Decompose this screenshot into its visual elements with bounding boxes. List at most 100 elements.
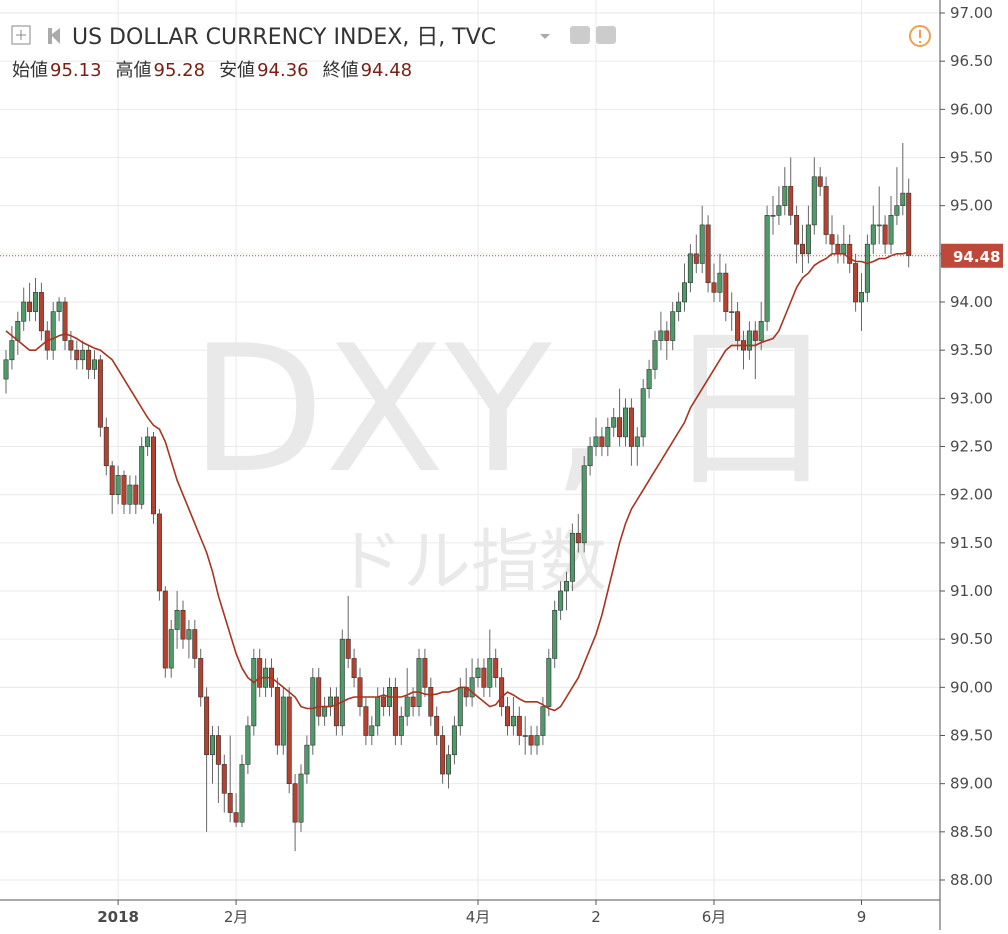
candle-body <box>894 205 900 216</box>
candle-body <box>611 417 617 428</box>
settings-icon[interactable] <box>596 26 616 44</box>
y-tick-label: 92.50 <box>950 438 993 456</box>
candle-body <box>392 687 398 736</box>
candle-body <box>599 436 605 447</box>
candle-body <box>451 725 457 756</box>
candle-body <box>357 677 363 707</box>
candle-body <box>705 224 711 284</box>
watermark-sub: ドル指数 <box>335 523 607 602</box>
candle-body <box>92 359 98 370</box>
candle-body <box>298 773 304 823</box>
candle-body <box>151 436 157 515</box>
dropdown-arrow[interactable] <box>540 34 550 39</box>
candle-body <box>870 224 876 245</box>
candle-body <box>97 359 103 428</box>
eye-icon[interactable] <box>570 26 590 44</box>
candle-body <box>3 359 9 380</box>
candle-body <box>906 192 912 257</box>
candle-body <box>56 301 62 312</box>
candle-body <box>481 667 487 688</box>
candle-body <box>74 349 80 361</box>
candle-body <box>652 340 658 370</box>
candle-body <box>681 282 687 303</box>
candle-body <box>493 658 499 679</box>
candle-body <box>174 609 180 630</box>
candle-body <box>286 696 292 784</box>
alert-icon[interactable] <box>909 25 931 47</box>
moving-average <box>5 251 909 712</box>
y-tick-label: 97.00 <box>950 4 993 22</box>
candle-body <box>327 696 333 707</box>
candle-body <box>251 658 257 727</box>
candle-body <box>782 186 788 206</box>
candle-body <box>322 706 328 717</box>
candle-body <box>817 176 823 187</box>
y-tick-label: 88.00 <box>950 871 993 889</box>
candle-body <box>139 446 145 505</box>
x-tick-label: 2 <box>591 908 601 926</box>
y-tick-label: 95.00 <box>950 197 993 215</box>
candle-body <box>770 215 776 217</box>
candle-body <box>658 330 664 341</box>
last-price-tag <box>941 243 1003 268</box>
candle-body <box>670 311 676 341</box>
y-tick-label: 91.00 <box>950 582 993 600</box>
last-price-label: 94.48 <box>953 248 1000 266</box>
candle-body <box>434 715 440 736</box>
candle-body <box>888 215 894 245</box>
candle-body <box>622 407 628 438</box>
candle-body <box>646 369 652 389</box>
candle-body <box>210 735 216 756</box>
x-tick-label: 2018 <box>97 908 139 926</box>
candle-body <box>21 301 27 322</box>
candle-body <box>221 764 227 794</box>
candle-body <box>605 426 611 447</box>
candle-body <box>534 735 540 746</box>
candle-body <box>758 320 764 341</box>
candle-body <box>487 658 493 688</box>
candle-body <box>811 176 817 226</box>
candle-body <box>628 407 634 447</box>
candle-body <box>699 224 705 264</box>
y-tick-label: 89.00 <box>950 775 993 793</box>
candle-body <box>558 590 564 611</box>
x-tick-label: 9 <box>857 908 867 926</box>
x-tick-label: 6月 <box>702 908 727 926</box>
candle-body <box>563 581 569 592</box>
candle-body <box>723 272 729 312</box>
candle-body <box>145 436 151 447</box>
y-tick-label: 95.50 <box>950 149 993 167</box>
candle-body <box>876 224 882 227</box>
candle-body <box>799 243 805 255</box>
candle-body <box>162 590 168 669</box>
candle-body <box>50 311 56 351</box>
candle-body <box>156 513 162 592</box>
candle-body <box>274 687 280 746</box>
candle-body <box>422 658 428 688</box>
candle-body <box>546 658 552 707</box>
candle-body <box>823 186 829 235</box>
candle-body <box>504 706 510 727</box>
candle-body <box>351 658 357 679</box>
candle-body <box>292 783 298 823</box>
expand-icon-plus <box>16 30 26 40</box>
candle-body <box>575 532 581 544</box>
ohlc-value: 95.13 <box>50 60 102 81</box>
candle-body <box>475 667 481 678</box>
candle-body <box>416 658 422 707</box>
candle-body <box>776 205 782 216</box>
candle-body <box>664 330 670 341</box>
y-tick-label: 93.50 <box>950 341 993 359</box>
candle-body <box>375 696 381 727</box>
expand-icon[interactable] <box>11 25 31 45</box>
candle-body <box>257 658 263 688</box>
y-tick-label: 92.00 <box>950 486 993 504</box>
candle-body <box>499 677 505 707</box>
candle-body <box>640 388 646 438</box>
candle-body <box>853 263 859 303</box>
candle-body <box>80 349 86 361</box>
candle-body <box>805 224 811 255</box>
candle-body <box>711 282 717 293</box>
